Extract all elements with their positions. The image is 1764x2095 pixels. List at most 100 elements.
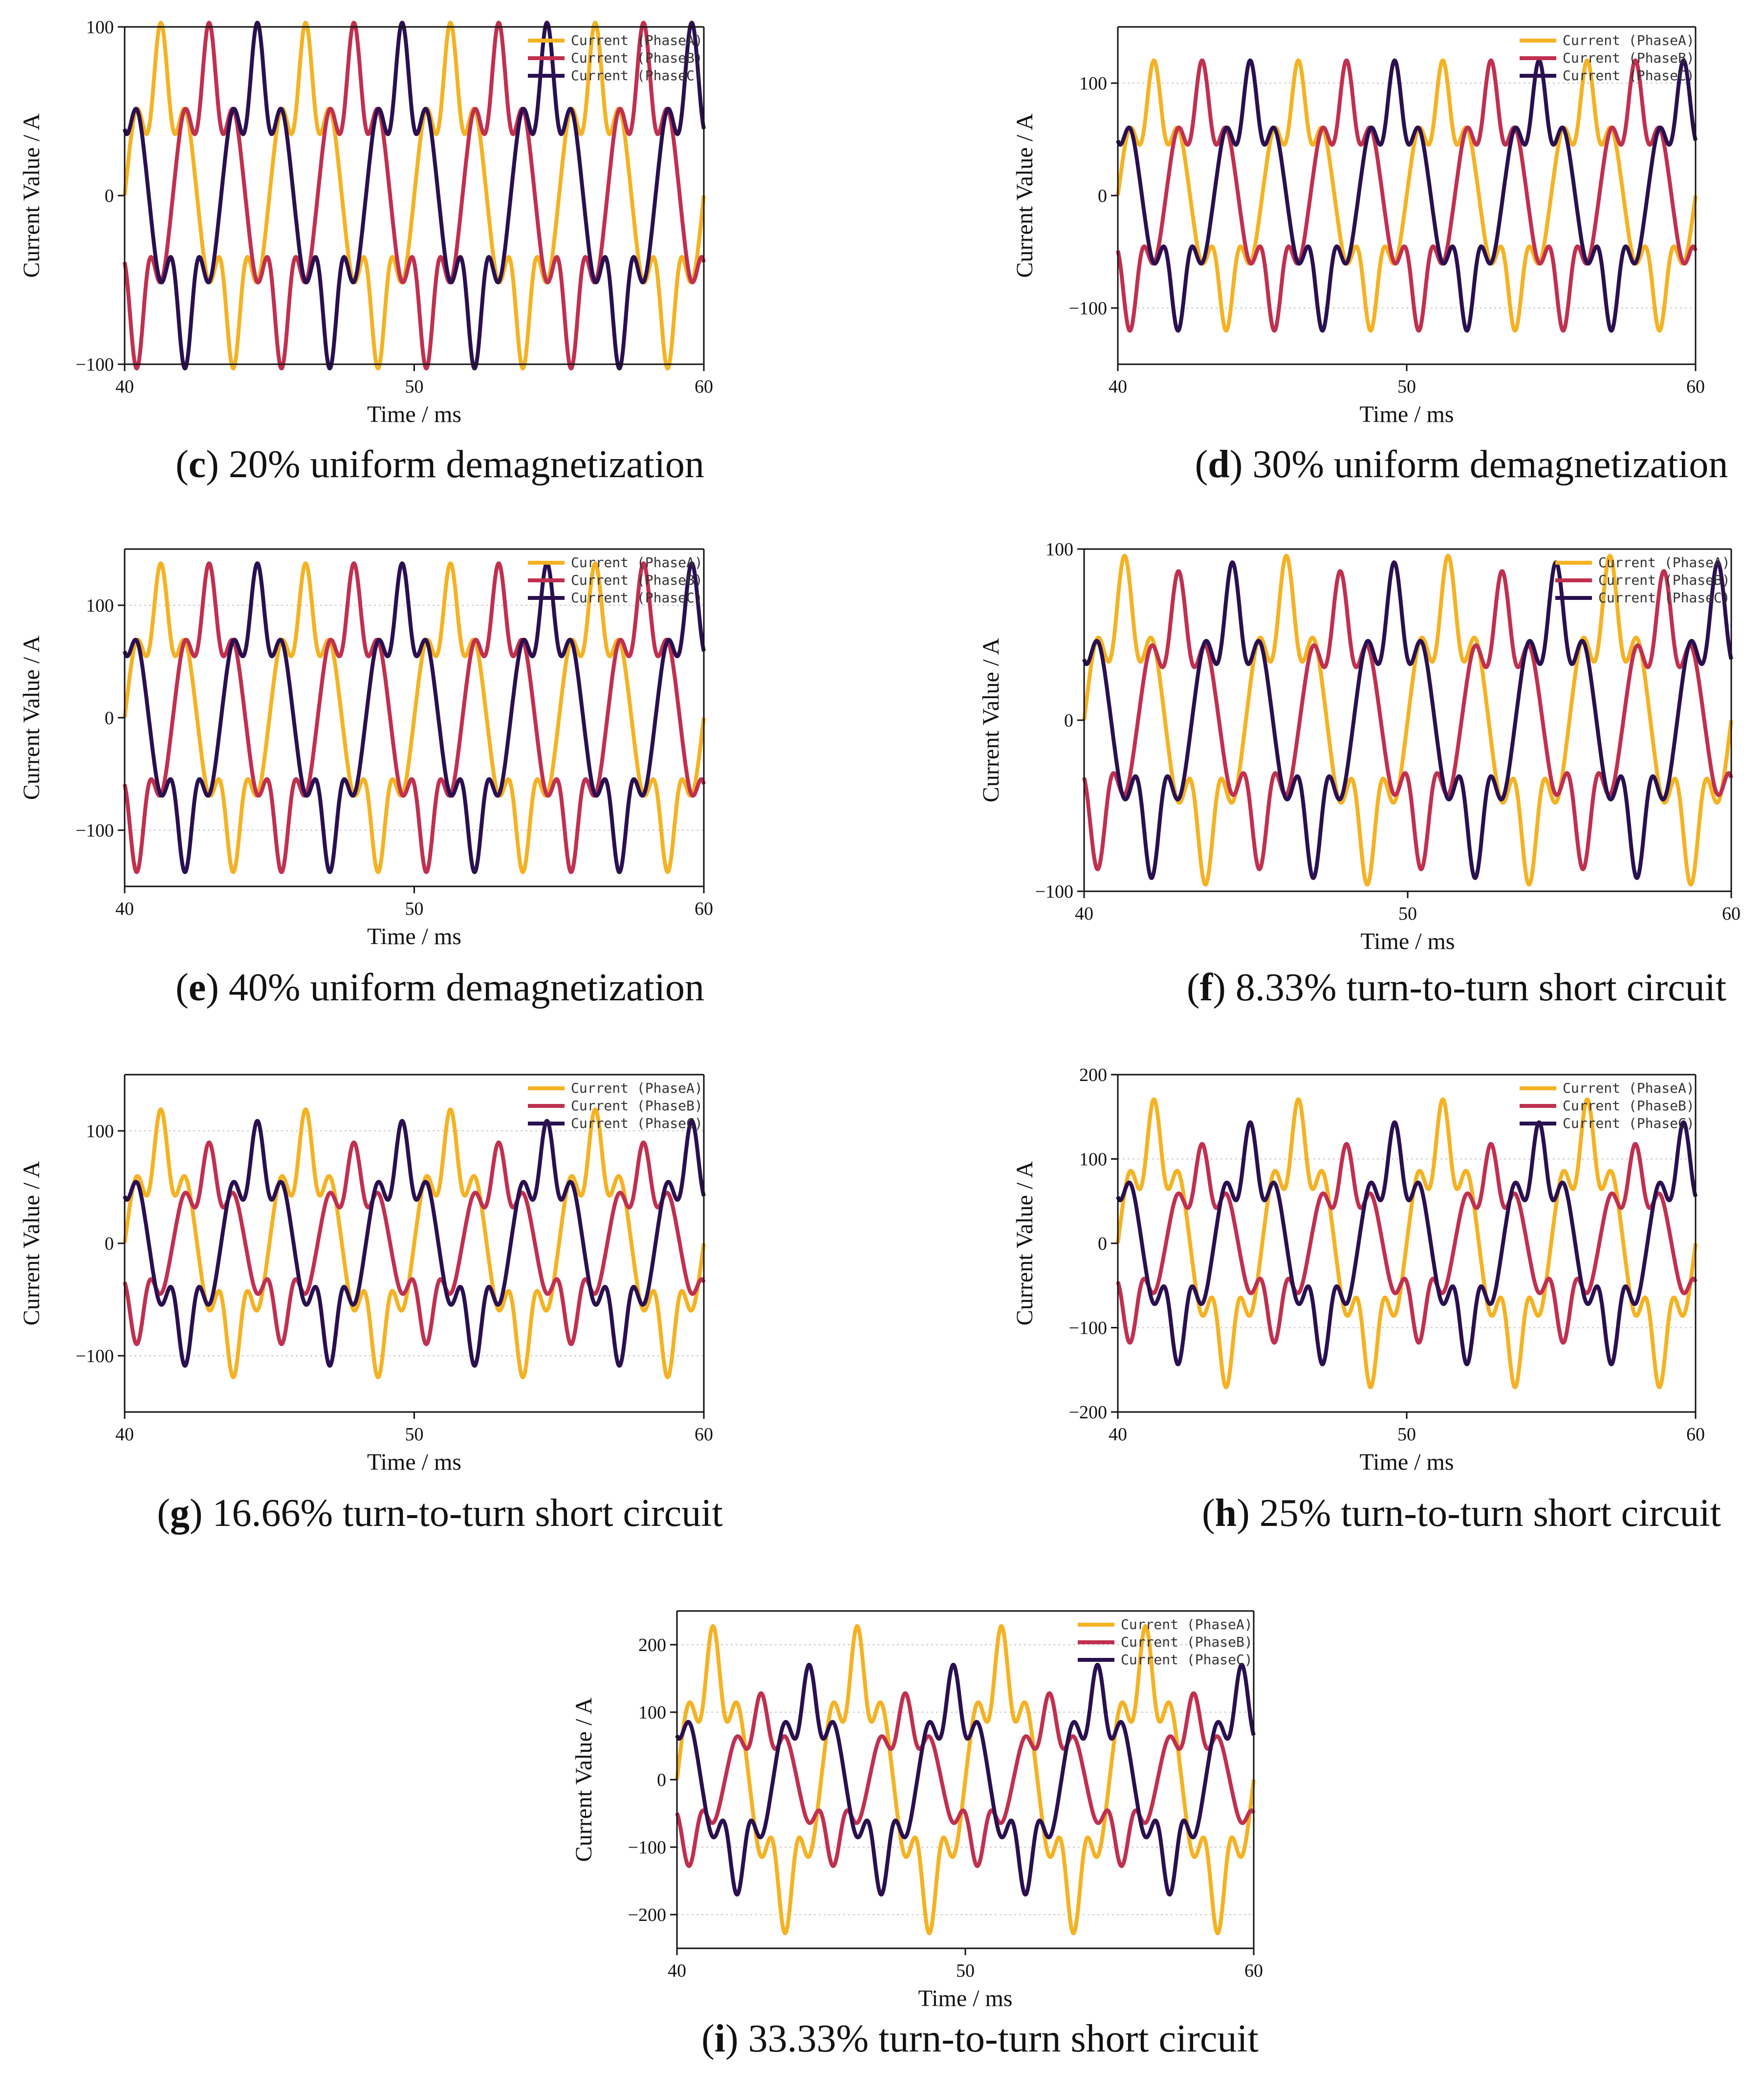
- y-tick-label: 100: [1079, 1149, 1107, 1170]
- y-tick-label: 100: [1079, 73, 1107, 94]
- chart-c: −100 0 100 40 50 60 Time / ms Current Value / A…: [19, 17, 713, 427]
- y-axis-title: Current Value / A: [19, 1161, 44, 1325]
- series-line-phase-B: [123, 1140, 706, 1346]
- x-tick-label: 60: [1244, 1961, 1263, 1981]
- x-tick-label: 40: [1075, 904, 1093, 924]
- x-axis-title: Time / ms: [367, 401, 461, 427]
- x-tick-label: 50: [405, 1424, 424, 1445]
- panel-h: −200 −100 0 100 200 40 50 60 Time / ms Current Va…: [885, 1049, 1764, 1569]
- series-line-phase-A: [1116, 1097, 1698, 1389]
- chart-i: −200 −100 0 100 200 40 50 60 Time / ms Current Va…: [571, 1610, 1263, 2011]
- y-tick-label: −100: [1035, 882, 1073, 902]
- x-axis-title: Time / ms: [918, 1985, 1013, 2011]
- x-tick-label: 40: [115, 1424, 134, 1445]
- y-tick-label: 0: [1064, 710, 1073, 731]
- legend-label-phase-C: Current (PhaseC): [571, 67, 703, 84]
- series-line-phase-C: [123, 561, 706, 874]
- series-line-phase-C: [123, 1119, 706, 1368]
- y-tick-label: −100: [628, 1837, 666, 1858]
- legend-label-phase-B: Current (PhaseB): [571, 572, 703, 588]
- legend-label-phase-B: Current (PhaseB): [1563, 1098, 1695, 1114]
- x-tick-label: 60: [1722, 904, 1741, 924]
- series-line-phase-C: [1082, 560, 1733, 880]
- series-line-phase-B: [123, 561, 706, 874]
- legend-label-phase-C: Current (PhaseC): [1121, 1652, 1253, 1668]
- y-tick-label: 0: [1098, 186, 1107, 206]
- y-tick-label: 100: [1045, 539, 1073, 560]
- x-tick-label: 50: [1397, 1424, 1416, 1445]
- series-line-phase-B: [1116, 1142, 1698, 1345]
- series-line-phase-C: [123, 21, 706, 371]
- chart-d: −100 0 100 40 50 60 Time / ms Current Value / A…: [1012, 26, 1705, 427]
- x-tick-label: 50: [405, 899, 424, 919]
- y-tick-label: 0: [105, 708, 114, 728]
- legend-label-phase-C: Current (PhaseC): [571, 590, 703, 606]
- series-line-phase-A: [123, 21, 706, 371]
- series-line-phase-C: [1116, 1120, 1698, 1367]
- legend-label-phase-C: Current (PhaseC): [1598, 590, 1730, 606]
- legend-label-phase-A: Current (PhaseA): [1563, 32, 1695, 48]
- panel-e: −100 0 100 40 50 60 Time / ms Current Value / A…: [0, 523, 880, 1044]
- legend-label-phase-A: Current (PhaseA): [571, 554, 703, 571]
- series-line-phase-C: [675, 1662, 1256, 1897]
- x-tick-label: 60: [695, 376, 713, 397]
- y-axis-title: Current Value / A: [978, 638, 1004, 802]
- x-tick-label: 60: [695, 899, 713, 919]
- caption-i: (i) 33.33% turn-to-turn short circuit: [701, 2017, 1259, 2060]
- y-tick-label: 100: [86, 595, 114, 616]
- x-tick-label: 40: [1109, 1424, 1127, 1445]
- y-tick-label: −200: [1069, 1402, 1107, 1423]
- panel-f: −100 0 100 40 50 60 Time / ms Current Value / A…: [885, 523, 1764, 1044]
- series-line-phase-B: [123, 21, 706, 371]
- caption-d: (d) 30% uniform demagnetization: [1195, 443, 1728, 486]
- y-tick-label: −100: [76, 820, 114, 841]
- x-tick-label: 60: [1686, 1424, 1705, 1445]
- x-axis-title: Time / ms: [367, 1449, 461, 1475]
- x-tick-label: 50: [405, 376, 424, 397]
- panel-d: −100 0 100 40 50 60 Time / ms Current Value / A…: [885, 0, 1764, 521]
- y-axis-title: Current Value / A: [19, 113, 44, 278]
- series-line-phase-A: [675, 1624, 1256, 1936]
- panel-i: −200 −100 0 100 200 40 50 60 Time / ms Current Va…: [540, 1574, 1420, 2095]
- legend-label-phase-B: Current (PhaseB): [1598, 572, 1730, 588]
- legend-label-phase-B: Current (PhaseB): [1121, 1634, 1253, 1650]
- x-tick-label: 50: [1398, 904, 1417, 924]
- caption-g: (g) 16.66% turn-to-turn short circuit: [157, 1492, 723, 1535]
- chart-f: −100 0 100 40 50 60 Time / ms Current Value / A…: [978, 539, 1741, 954]
- legend-label-phase-C: Current (PhaseC): [1563, 1115, 1695, 1131]
- y-axis-title: Current Value / A: [1012, 113, 1038, 278]
- legend-label-phase-C: Current (PhaseC): [1563, 67, 1695, 84]
- y-tick-label: −100: [76, 354, 114, 375]
- x-tick-label: 40: [668, 1961, 686, 1981]
- series-line-phase-A: [123, 1107, 706, 1379]
- legend-label-phase-A: Current (PhaseA): [1563, 1080, 1695, 1096]
- y-axis-title: Current Value / A: [571, 1697, 597, 1862]
- series-line-phase-B: [1116, 58, 1698, 333]
- panel-c: −100 0 100 40 50 60 Time / ms Current Value / A…: [0, 0, 880, 521]
- panel-g: −100 0 100 40 50 60 Time / ms Current Value / A…: [0, 1049, 880, 1569]
- x-tick-label: 40: [115, 899, 134, 919]
- x-axis-title: Time / ms: [1360, 401, 1454, 427]
- y-axis-title: Current Value / A: [19, 635, 44, 800]
- x-tick-label: 40: [115, 376, 134, 397]
- x-axis-title: Time / ms: [367, 924, 461, 949]
- x-tick-label: 50: [956, 1961, 975, 1981]
- y-tick-label: −100: [76, 1346, 114, 1367]
- y-axis-title: Current Value / A: [1012, 1161, 1038, 1325]
- series-line-phase-A: [1082, 553, 1733, 887]
- series-line-phase-A: [123, 561, 706, 874]
- x-axis-title: Time / ms: [1361, 928, 1455, 954]
- legend-label-phase-B: Current (PhaseB): [571, 1098, 703, 1114]
- caption-f: (f) 8.33% turn-to-turn short circuit: [1186, 966, 1727, 1009]
- chart-g: −100 0 100 40 50 60 Time / ms Current Value / A…: [19, 1074, 713, 1475]
- legend-label-phase-B: Current (PhaseB): [1563, 50, 1695, 66]
- y-tick-label: −100: [1069, 298, 1107, 319]
- y-tick-label: 200: [1079, 1065, 1107, 1085]
- x-tick-label: 60: [1686, 376, 1705, 397]
- y-tick-label: 0: [1098, 1234, 1107, 1254]
- y-tick-label: −200: [628, 1905, 666, 1925]
- series-line-phase-B: [1082, 569, 1733, 871]
- legend-label-phase-A: Current (PhaseA): [1121, 1616, 1253, 1632]
- caption-c: (c) 20% uniform demagnetization: [175, 443, 704, 486]
- caption-e: (e) 40% uniform demagnetization: [175, 966, 704, 1009]
